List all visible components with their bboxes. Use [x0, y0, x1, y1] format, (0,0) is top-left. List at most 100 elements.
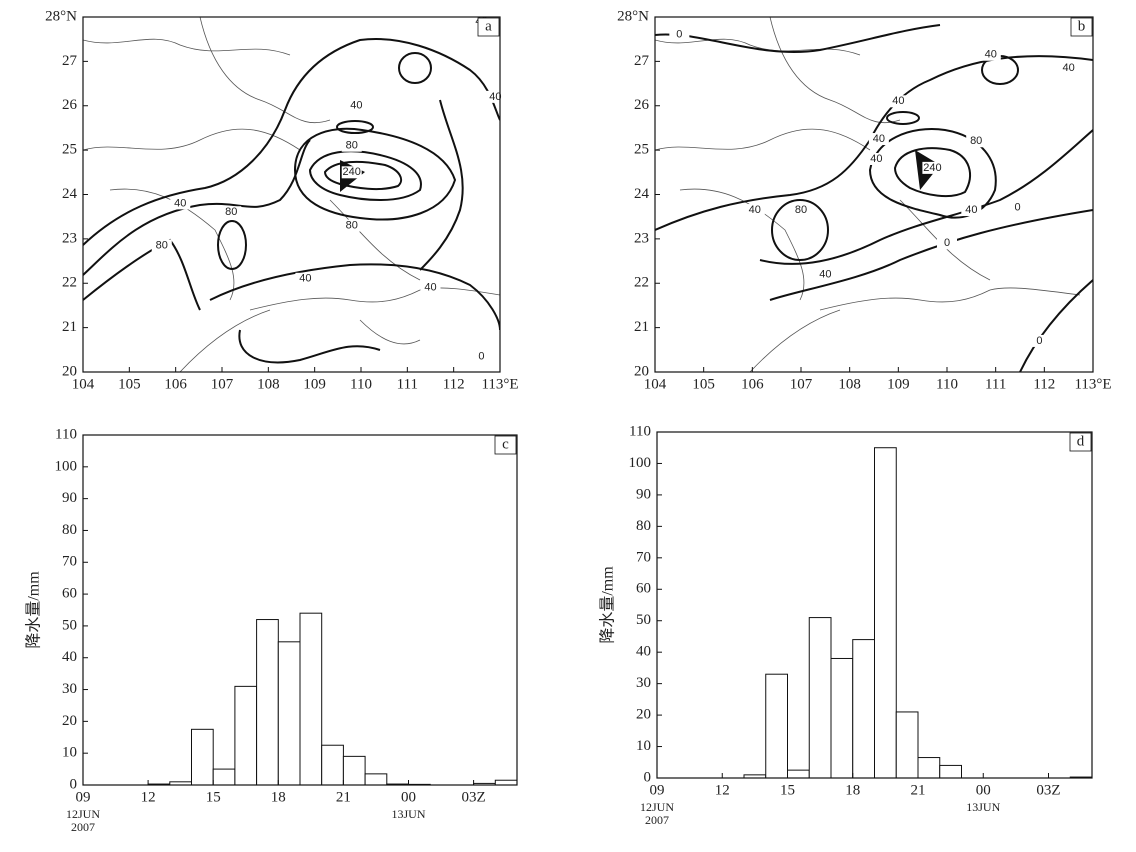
x-tick-label: 18: [271, 789, 286, 805]
contour-label: 240: [343, 166, 361, 178]
date-label: 12JUN: [66, 807, 100, 821]
y-tick-label: 80: [636, 518, 651, 534]
y-tick-label: 60: [636, 581, 651, 597]
contour-label: 40: [870, 153, 882, 165]
y-tick-label: 40: [636, 644, 651, 660]
panel-label: b: [1078, 18, 1086, 34]
contour-label-bg: [295, 272, 316, 285]
y-tick-label: 25: [62, 142, 77, 158]
y-tick-label: 26: [634, 97, 650, 113]
x-tick-label: 21: [336, 789, 351, 805]
y-tick-label: 40: [62, 649, 77, 665]
y-tick-label: 20: [636, 707, 651, 723]
bar: [342, 755, 366, 786]
contour-label: 80: [346, 219, 358, 231]
plot-frame: [654, 16, 1094, 373]
bar: [765, 673, 788, 779]
bar: [364, 773, 388, 786]
y-tick-label: 10: [636, 738, 651, 754]
panel-label: a: [485, 18, 492, 34]
contour-label: 40: [965, 204, 977, 216]
contour-label-bg: [1058, 62, 1079, 75]
bar: [494, 779, 518, 786]
contour-label: 80: [795, 204, 807, 216]
y-tick-label: 30: [636, 675, 651, 691]
map-b-drawing: [655, 17, 1093, 372]
y-tick-label: 110: [55, 426, 77, 442]
contour-label: 80: [225, 206, 237, 218]
y-tick-label: 21: [634, 319, 649, 335]
panel-b: 0 40 40 40 40 40 80 240 40 40 80 0 40 0 0 104 105 106 107 1…: [617, 8, 1111, 392]
panel-label-box: [494, 435, 517, 455]
x-tick-label: 109: [303, 376, 326, 392]
y-tick-label: 10: [62, 745, 77, 761]
bar: [256, 619, 279, 786]
x-tick-label: 108: [257, 376, 280, 392]
contour-label: 0: [1036, 335, 1042, 347]
y-tick-label: 50: [636, 612, 651, 628]
date-label: 12JUN: [640, 800, 674, 814]
x-tick-label: 104: [72, 376, 95, 392]
y-tick-label: 20: [62, 363, 77, 379]
panel-label-box: [1069, 432, 1092, 452]
plot-frame: [82, 434, 518, 786]
y-tick-label: 28°N: [617, 8, 649, 24]
bar: [277, 641, 301, 786]
contour-label-bg: [420, 281, 441, 294]
x-tick-label: 106: [164, 376, 187, 392]
contour-label-bg: [868, 133, 889, 146]
x-tick-label: 110: [936, 376, 958, 392]
x-tick-label: 105: [692, 376, 715, 392]
contour-label-bg: [341, 166, 362, 179]
contour-label-bg: [471, 350, 492, 363]
contour-label-bg: [791, 204, 811, 217]
bar: [852, 639, 875, 779]
contour-label: 0: [676, 29, 682, 41]
contour-label: 80: [346, 140, 358, 152]
x-tick-label: 03Z: [462, 789, 486, 805]
contour-label: 40: [892, 95, 904, 107]
bar: [234, 685, 258, 786]
bar: [212, 768, 236, 786]
x-tick-label: 12: [715, 782, 730, 798]
x-tick-label: 113°E: [1074, 376, 1111, 392]
y-axis-label: 降水量/mm: [25, 571, 43, 649]
bar: [787, 769, 810, 779]
y-tick-label: 22: [634, 275, 649, 291]
x-tick-label: 15: [206, 789, 221, 805]
bar: [191, 728, 214, 786]
contour-label-bg: [346, 99, 367, 112]
date-label: 2007: [645, 813, 669, 827]
contour-label: 40: [174, 197, 186, 209]
y-tick-label: 22: [62, 275, 77, 291]
date-label: 2007: [71, 820, 95, 834]
bar: [321, 744, 344, 786]
x-tick-label: 104: [644, 376, 667, 392]
contour-label-bg: [866, 153, 887, 165]
y-tick-label: 80: [62, 522, 77, 538]
contour-label-bg: [961, 204, 982, 217]
y-tick-label: 100: [629, 455, 652, 471]
bar: [874, 447, 897, 779]
x-tick-label: 21: [911, 782, 926, 798]
y-tick-label: 20: [62, 713, 77, 729]
y-tick-label: 50: [62, 617, 77, 633]
contour-label: 40: [819, 268, 831, 280]
panel-label-box: [477, 17, 500, 37]
y-tick-label: 0: [644, 769, 652, 785]
x-tick-label: 00: [401, 789, 416, 805]
y-tick-label: 25: [634, 142, 649, 158]
x-tick-label: 112: [1033, 376, 1055, 392]
contour-label: 80: [156, 239, 168, 251]
x-tick-label: 111: [397, 376, 418, 392]
contour-label: 0: [1015, 202, 1021, 214]
y-tick-label: 70: [62, 554, 77, 570]
x-tick-label: 18: [845, 782, 860, 798]
x-tick-label: 107: [790, 376, 813, 392]
date-label: 13JUN: [966, 800, 1000, 814]
x-tick-label: 09: [650, 782, 665, 798]
bar: [808, 617, 832, 779]
bar: [830, 657, 854, 779]
